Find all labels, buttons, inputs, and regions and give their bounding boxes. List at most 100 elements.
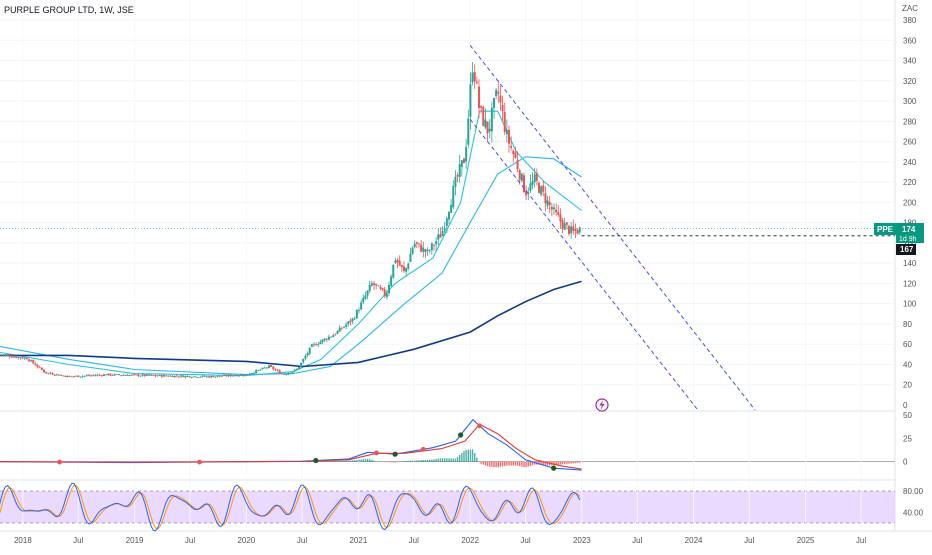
candle-body bbox=[222, 374, 225, 376]
candle-body bbox=[130, 374, 133, 376]
candle-body bbox=[353, 318, 356, 320]
candle-body bbox=[47, 372, 50, 374]
macd-histogram-bar bbox=[448, 458, 450, 462]
macd-histogram-bar bbox=[345, 460, 347, 462]
candle-body bbox=[68, 376, 71, 377]
candle-body bbox=[255, 370, 258, 373]
price-candles bbox=[0, 61, 581, 379]
candle-body bbox=[272, 366, 275, 370]
macd-y-tick-label: 25 bbox=[903, 434, 912, 443]
candle-body bbox=[12, 356, 15, 358]
candle-body bbox=[315, 344, 318, 346]
candle-body bbox=[60, 375, 63, 377]
candle-body bbox=[19, 357, 22, 358]
candle-body bbox=[304, 355, 307, 359]
macd-histogram-bar bbox=[510, 461, 512, 466]
candle-body bbox=[162, 375, 165, 377]
candle-body bbox=[141, 374, 144, 376]
macd-histogram-bar bbox=[351, 460, 354, 462]
candle-body bbox=[34, 363, 37, 366]
candle-body bbox=[495, 89, 498, 97]
candle-body bbox=[177, 376, 180, 378]
candle-body bbox=[15, 356, 18, 358]
candle-body bbox=[150, 374, 153, 376]
candle-body bbox=[265, 367, 268, 369]
candle-body bbox=[197, 377, 200, 379]
macd-histogram-bar bbox=[579, 461, 581, 463]
macd-histogram-bar bbox=[366, 458, 369, 462]
macd-histogram-bar bbox=[493, 461, 495, 468]
candle-body bbox=[445, 218, 448, 226]
macd-histogram-bar bbox=[324, 461, 326, 462]
macd-histogram-bar bbox=[512, 461, 514, 466]
candle-body bbox=[199, 376, 202, 378]
candle-body bbox=[360, 302, 363, 310]
candle-body bbox=[505, 129, 508, 134]
macd-histogram-bar bbox=[489, 461, 491, 467]
macd-histogram-bar bbox=[439, 458, 442, 462]
candle-body bbox=[473, 71, 476, 82]
candle-body bbox=[325, 338, 328, 340]
candle-body bbox=[98, 374, 101, 376]
moving-average-line bbox=[0, 110, 582, 377]
candle-body bbox=[563, 223, 566, 230]
candle-body bbox=[422, 247, 425, 252]
candle-body bbox=[203, 375, 206, 377]
macd-histogram-bar bbox=[525, 461, 527, 468]
macd-cross-down-marker bbox=[420, 446, 426, 452]
candle-body bbox=[372, 283, 375, 286]
candle-body bbox=[370, 283, 373, 286]
x-tick-label: Jul bbox=[409, 536, 419, 545]
candle-body bbox=[51, 373, 54, 375]
candle-body bbox=[160, 375, 163, 377]
macd-histogram-bar bbox=[482, 461, 484, 465]
macd-histogram-bar bbox=[418, 460, 420, 462]
candle-body bbox=[512, 150, 515, 154]
moving-average-line bbox=[0, 156, 582, 376]
macd-histogram-bar bbox=[347, 460, 349, 462]
candle-body bbox=[107, 373, 110, 376]
macd-histogram-bar bbox=[555, 461, 557, 466]
candle-body bbox=[578, 227, 581, 233]
event-flash-icon[interactable] bbox=[595, 398, 609, 412]
y-tick-label: 0 bbox=[903, 401, 908, 410]
candle-body bbox=[75, 375, 78, 377]
macd-histogram-bar bbox=[330, 460, 332, 462]
macd-histogram-bar bbox=[429, 459, 431, 462]
candle-body bbox=[291, 371, 294, 373]
candle-body bbox=[124, 375, 127, 377]
candle-body bbox=[450, 205, 453, 213]
candle-body bbox=[362, 297, 365, 303]
macd-histogram-bar bbox=[497, 461, 499, 468]
macd-histogram-bar bbox=[568, 461, 570, 464]
badge-symbol: PPE bbox=[877, 225, 894, 234]
candle-body bbox=[435, 241, 438, 245]
candle-body bbox=[201, 375, 204, 377]
x-tick-label: 2018 bbox=[14, 536, 32, 545]
candle-body bbox=[300, 362, 303, 367]
candle-body bbox=[338, 327, 341, 332]
candle-body bbox=[92, 375, 95, 376]
candle-body bbox=[565, 222, 568, 225]
macd-histogram-bar bbox=[516, 461, 519, 466]
candle-body bbox=[40, 367, 43, 370]
badge-prev-close: 167 bbox=[900, 245, 914, 254]
macd-histogram-bar bbox=[424, 459, 427, 462]
candle-body bbox=[533, 174, 536, 183]
candle-body bbox=[518, 170, 521, 180]
macd-histogram-bar bbox=[390, 461, 392, 463]
macd-histogram-bar bbox=[343, 460, 345, 462]
y-tick-label: 120 bbox=[903, 279, 917, 288]
candle-body bbox=[36, 365, 39, 368]
candle-body bbox=[77, 375, 80, 377]
macd-histogram-bar bbox=[531, 461, 534, 466]
candle-body bbox=[293, 369, 296, 372]
macd-histogram-bar bbox=[407, 460, 409, 462]
candle-body bbox=[447, 211, 450, 220]
x-tick-label: 2024 bbox=[685, 536, 703, 545]
candle-body bbox=[64, 375, 67, 377]
price-badge[interactable]: PPE 174 1d 9h 167 bbox=[874, 223, 924, 255]
y-tick-label: 60 bbox=[903, 340, 912, 349]
